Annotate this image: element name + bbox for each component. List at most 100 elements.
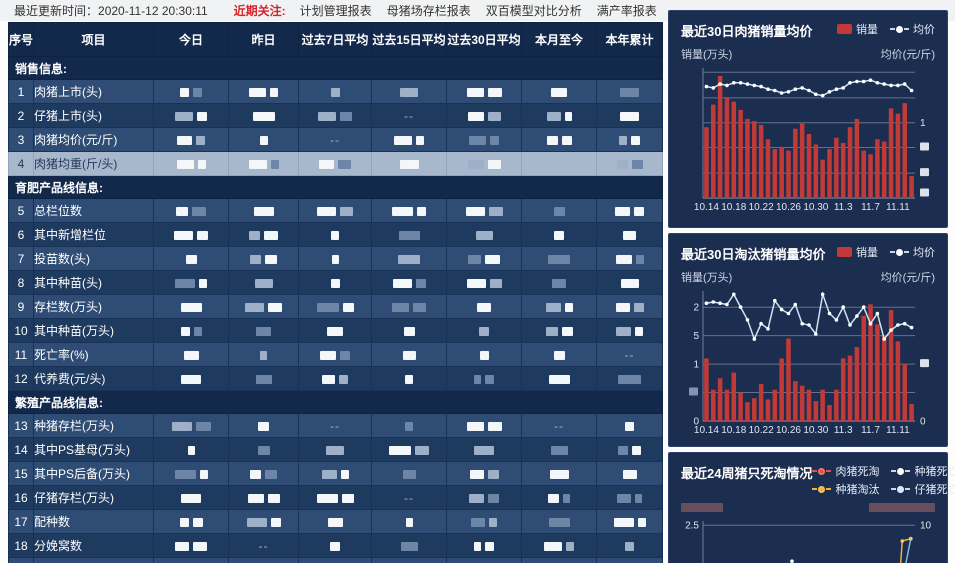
legend-item[interactable]: 销量 xyxy=(837,244,878,260)
svg-text:11.3: 11.3 xyxy=(834,425,853,436)
redaction-block xyxy=(554,230,564,240)
redaction-block xyxy=(257,445,270,455)
redaction-block xyxy=(392,206,413,216)
redacted-value-cell xyxy=(446,222,522,247)
redacted-value-cell xyxy=(228,485,299,510)
row-number: 11 xyxy=(8,342,34,367)
redacted-value-cell xyxy=(446,294,522,319)
row-label: 存栏数(万头) xyxy=(33,294,154,319)
redaction-block xyxy=(485,374,494,384)
top-nav-item-2[interactable]: 母猪场存栏报表 xyxy=(386,4,471,18)
row-label: 肉猪均重(斤/头) xyxy=(33,151,154,176)
top-nav-item-1[interactable]: 计划管理报表 xyxy=(299,4,372,18)
table-row[interactable]: 5 总栏位数 xyxy=(8,198,663,223)
top-nav-item-4[interactable]: 满产率报表 xyxy=(596,4,657,18)
redaction-block xyxy=(625,421,634,431)
top-nav-item-3[interactable]: 双百模型对比分析 xyxy=(485,4,582,18)
redaction-block xyxy=(620,278,639,288)
redaction-block xyxy=(326,445,344,455)
redaction-block xyxy=(247,493,264,503)
redaction-block xyxy=(402,350,416,360)
redaction-block xyxy=(255,374,272,384)
table-row[interactable]: 17 配种数 xyxy=(8,509,663,534)
redaction-block xyxy=(248,159,267,169)
redaction-block xyxy=(490,135,499,145)
redacted-value-cell xyxy=(446,437,522,462)
redacted-value-cell xyxy=(228,222,299,247)
table-row[interactable]: 7 投苗数(头) xyxy=(8,246,663,271)
redacted-value-cell xyxy=(298,103,372,128)
redaction-block xyxy=(400,541,418,551)
redacted-value-cell xyxy=(521,533,597,558)
table-row[interactable]: 18 分娩窝数 -- xyxy=(8,533,663,558)
table-row[interactable]: 3 肉猪均价(元/斤) -- xyxy=(8,127,663,152)
redacted-value-cell xyxy=(446,198,522,223)
column-header: 项目 xyxy=(33,22,154,57)
legend-item[interactable]: 均价 xyxy=(890,244,935,260)
redacted-value-cell xyxy=(153,533,229,558)
row-label: 其中PS后备(万头) xyxy=(33,461,154,486)
redaction-block xyxy=(389,445,411,455)
legend-item[interactable]: 肉猪死淘 xyxy=(812,463,879,479)
table-row[interactable]: 12 代养费(元/头) xyxy=(8,366,663,391)
redacted-value-cell xyxy=(371,509,447,534)
legend-item[interactable]: 销量 xyxy=(837,21,878,37)
redaction-block xyxy=(177,135,192,145)
table-row[interactable]: 4 肉猪均重(斤/头) -- xyxy=(8,151,663,176)
table-row[interactable]: 1 肉猪上市(头) xyxy=(8,79,663,104)
table-row[interactable]: 13 种猪存栏(万头) -- -- xyxy=(8,413,663,438)
redacted-value-cell: -- xyxy=(521,151,597,176)
redacted-value-cell xyxy=(596,557,663,563)
redacted-value-cell: -- xyxy=(298,127,372,152)
row-number: 7 xyxy=(8,246,34,271)
legend-item[interactable]: 均价 xyxy=(890,21,935,37)
redaction-block xyxy=(317,206,336,216)
table-row[interactable]: 19窝均活仔(头/窝) -- xyxy=(8,557,663,563)
legend-item[interactable]: 仔猪死亡 xyxy=(891,481,955,497)
row-number: 16 xyxy=(8,485,34,510)
section-row: 育肥产品线信息: xyxy=(8,175,663,199)
redaction-block xyxy=(488,493,499,503)
redacted-value-cell xyxy=(521,366,597,391)
svg-text:11.7: 11.7 xyxy=(861,425,880,436)
legend-item[interactable]: 种猪死亡 xyxy=(891,463,955,479)
redaction-block xyxy=(254,278,273,288)
right-axis-label: 均价(元/斤) xyxy=(880,49,935,61)
table-row[interactable]: 6 其中新增栏位 xyxy=(8,222,663,247)
redacted-value-cell xyxy=(298,222,372,247)
svg-text:10.30: 10.30 xyxy=(803,202,828,213)
redaction-block xyxy=(258,421,269,431)
table-row[interactable]: 11 死亡率(%) -- xyxy=(8,342,663,367)
redacted-value-cell xyxy=(596,485,663,510)
redaction-block xyxy=(613,517,634,527)
table-row[interactable]: 15 其中PS后备(万头) xyxy=(8,461,663,486)
redaction-block xyxy=(417,206,426,216)
redaction-block xyxy=(181,374,201,384)
table-row[interactable]: 8 其中种苗(头) xyxy=(8,270,663,295)
row-label: 其中种苗(头) xyxy=(33,270,154,295)
table-row[interactable]: 16 仔猪存栏(万头) -- xyxy=(8,485,663,510)
redaction-block xyxy=(616,159,628,169)
redacted-value-cell xyxy=(446,246,522,271)
redaction-block xyxy=(187,445,195,455)
redacted-value-cell xyxy=(298,509,372,534)
redacted-value-cell xyxy=(228,79,299,104)
table-row[interactable]: 14 其中PS基母(万头) xyxy=(8,437,663,462)
redaction-block xyxy=(245,302,264,312)
redaction-block xyxy=(545,326,558,336)
redacted-value-cell xyxy=(596,318,663,343)
redacted-value-cell xyxy=(596,509,663,534)
table-row[interactable]: 2 仔猪上市(头) -- xyxy=(8,103,663,128)
topbar: 最近更新时间： 2020-11-12 20:30:11 近期关注: 计划管理报表… xyxy=(0,0,955,21)
redaction-block xyxy=(631,135,640,145)
redaction-block xyxy=(253,206,274,216)
legend-item[interactable]: 种猪淘汰 xyxy=(812,481,879,497)
redacted-value-cell xyxy=(298,294,372,319)
table-row[interactable]: 10 其中种苗(万头) xyxy=(8,318,663,343)
line-legend-icon xyxy=(890,248,909,256)
row-label: 肉猪均价(元/斤) xyxy=(33,127,154,152)
redaction-block xyxy=(632,445,641,455)
redacted-value-cell xyxy=(371,127,447,152)
redaction-block xyxy=(316,493,338,503)
table-row[interactable]: 9 存栏数(万头) xyxy=(8,294,663,319)
